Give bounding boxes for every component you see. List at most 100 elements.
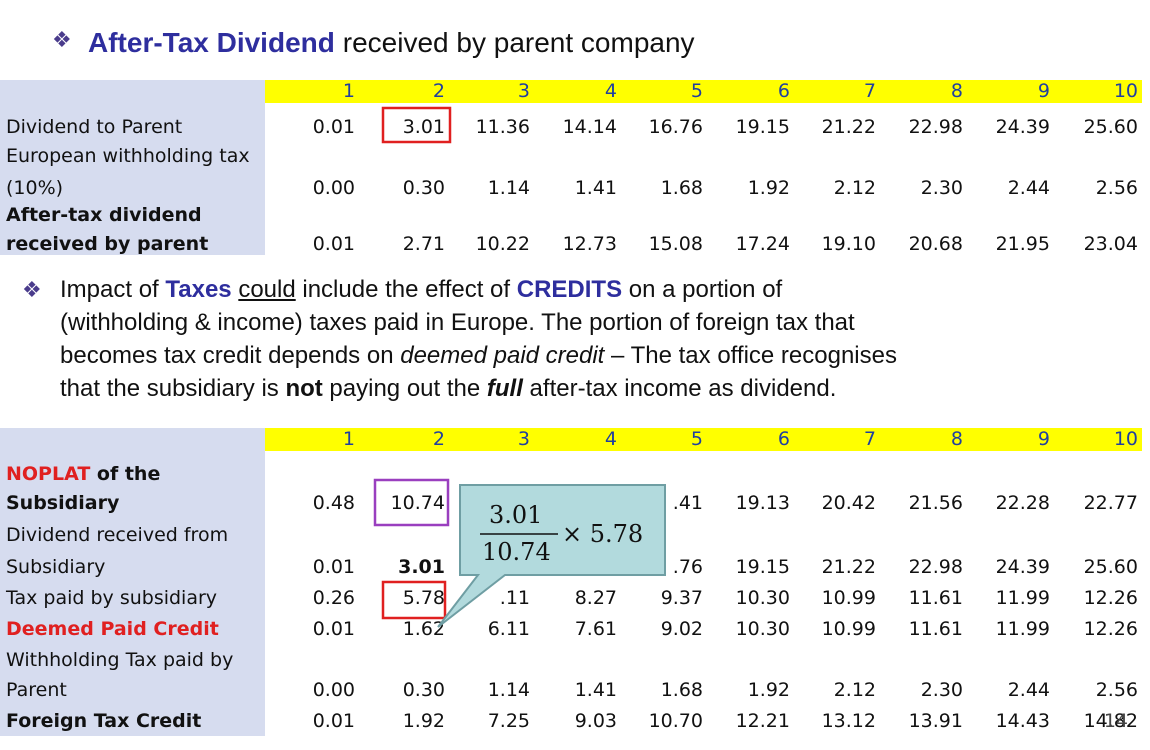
cell-value: 25.60 xyxy=(1083,556,1138,578)
cell-value: 21.22 xyxy=(821,556,876,578)
row-label: Dividend received from xyxy=(6,524,229,546)
row-label: Dividend to Parent xyxy=(6,116,183,138)
column-header: 3 xyxy=(517,428,530,450)
cell-value: 1.62 xyxy=(402,618,445,640)
cell-value: 15.08 xyxy=(648,233,703,255)
column-header: 3 xyxy=(517,80,530,102)
cell-value: 21.22 xyxy=(821,116,876,138)
cell-value: 1.14 xyxy=(487,177,530,199)
cell-value: 19.15 xyxy=(735,556,790,578)
cell-value: 16.76 xyxy=(648,116,703,138)
column-header: 6 xyxy=(777,428,790,450)
cell-value: 1.92 xyxy=(747,177,790,199)
cell-value: 1.92 xyxy=(402,710,445,732)
highlight-box xyxy=(373,478,450,527)
column-header: 6 xyxy=(777,80,790,102)
cell-value: 24.39 xyxy=(995,116,1050,138)
cell-value: 10.70 xyxy=(648,710,703,732)
cell-value: 14.14 xyxy=(562,116,617,138)
cell-value: 0.30 xyxy=(402,177,445,199)
column-header: 7 xyxy=(863,428,876,450)
cell-value: 7.61 xyxy=(574,618,617,640)
cell-value: 2.12 xyxy=(833,679,876,701)
column-header: 2 xyxy=(432,80,445,102)
cell-value: 0.00 xyxy=(312,679,355,701)
cell-value: 10.22 xyxy=(475,233,530,255)
text-run: not xyxy=(285,375,323,402)
column-header: 4 xyxy=(604,428,617,450)
cell-value: 11.36 xyxy=(475,116,530,138)
row-label: European withholding tax xyxy=(6,145,250,167)
text-run: Impact of xyxy=(60,276,166,303)
callout xyxy=(437,484,666,628)
denominator: 10.74 xyxy=(482,538,551,566)
highlight-box xyxy=(381,580,447,620)
cell-value: 12.26 xyxy=(1083,587,1138,609)
cell-value: 0.00 xyxy=(312,177,355,199)
text-run: becomes tax credit depends on xyxy=(60,342,401,369)
column-header: 9 xyxy=(1037,428,1050,450)
cell-value: 14.82 xyxy=(1083,710,1138,732)
cell-value: 2.30 xyxy=(920,177,963,199)
text-run: full xyxy=(486,375,523,402)
cell-value: 0.48 xyxy=(312,492,355,514)
cell-value: 14.43 xyxy=(995,710,1050,732)
title-bold: After-Tax Dividend xyxy=(88,27,335,58)
column-header: 10 xyxy=(1113,80,1138,102)
cell-value: 10.99 xyxy=(821,587,876,609)
cell-value: 22.28 xyxy=(995,492,1050,514)
cell-value: 13.91 xyxy=(908,710,963,732)
cell-value: 9.02 xyxy=(660,618,703,640)
cell-value: 0.01 xyxy=(312,710,355,732)
cell-value: 0.26 xyxy=(312,587,355,609)
cell-value: 20.42 xyxy=(821,492,876,514)
header-band xyxy=(265,428,1142,451)
cell-value: 10.30 xyxy=(735,618,790,640)
text-run: include the effect of xyxy=(295,276,517,303)
cell-value: 19.15 xyxy=(735,116,790,138)
cell-value: 7.25 xyxy=(487,710,530,732)
column-header: 5 xyxy=(690,80,703,102)
column-header: 1 xyxy=(342,80,355,102)
label-bg xyxy=(0,80,265,255)
cell-value: 2.12 xyxy=(833,177,876,199)
row-label: Foreign Tax Credit xyxy=(6,710,202,732)
cell-value: 1.68 xyxy=(660,679,703,701)
cell-value: 0.01 xyxy=(312,233,355,255)
cell-value: 0.01 xyxy=(312,556,355,578)
cell-value: .41 xyxy=(672,492,703,514)
title-rest: received by parent company xyxy=(335,27,695,58)
column-header: 1 xyxy=(342,428,355,450)
cell-value: 21.56 xyxy=(908,492,963,514)
cell-value: 3.01 xyxy=(402,116,445,138)
cell-value: 22.98 xyxy=(908,116,963,138)
paragraph-line: (withholding & income) taxes paid in Eur… xyxy=(60,308,855,338)
cell-value: 1.14 xyxy=(487,679,530,701)
cell-value: 19.10 xyxy=(821,233,876,255)
text-run: (withholding & income) taxes paid in Eur… xyxy=(60,309,855,336)
cell-value: 20.68 xyxy=(908,233,963,255)
text-run: that the subsidiary is xyxy=(60,375,286,402)
cell-value: 1.41 xyxy=(574,679,617,701)
numerator: 3.01 xyxy=(489,501,543,529)
cell-value: 1.41 xyxy=(574,177,617,199)
column-header: 2 xyxy=(432,428,445,450)
cell-value: 2.56 xyxy=(1095,679,1138,701)
row-label: Withholding Tax paid by xyxy=(6,649,234,671)
paragraph-line: becomes tax credit depends on deemed pai… xyxy=(60,341,897,371)
cell-value: 24.39 xyxy=(995,556,1050,578)
text-run: paying out the xyxy=(322,375,487,402)
cell-value: 11.61 xyxy=(908,618,963,640)
cell-value: 10.99 xyxy=(821,618,876,640)
cell-value: 12.73 xyxy=(562,233,617,255)
cell-value: 9.37 xyxy=(660,587,703,609)
cell-value: 5.78 xyxy=(402,587,445,609)
cell-value: 8.27 xyxy=(574,587,617,609)
cell-value: 11.99 xyxy=(995,618,1050,640)
cell-value: 10.30 xyxy=(735,587,790,609)
row-label: Deemed Paid Credit xyxy=(6,618,219,640)
cell-value: 0.01 xyxy=(312,618,355,640)
cell-value: 22.98 xyxy=(908,556,963,578)
text-run: CREDITS xyxy=(516,276,623,303)
